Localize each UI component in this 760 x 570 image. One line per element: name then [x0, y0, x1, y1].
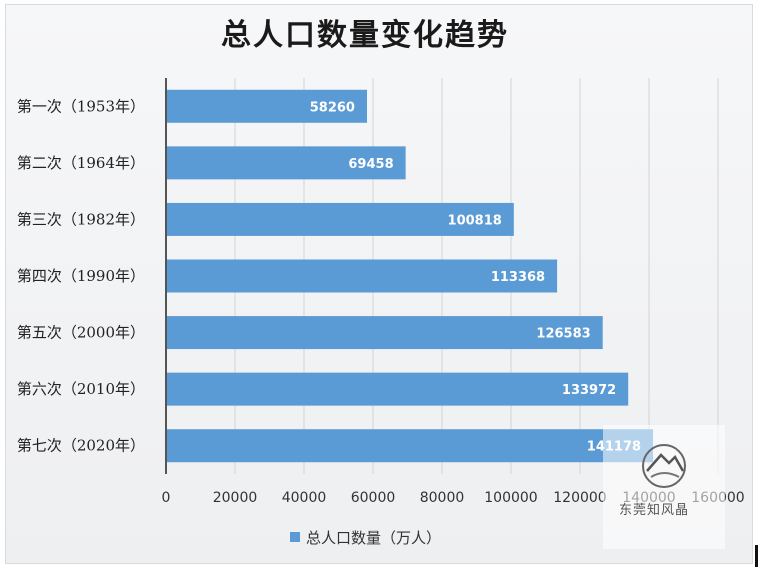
watermark-text: 东莞知风晶 [619, 503, 690, 518]
bar-value-label: 69458 [348, 157, 393, 172]
category-label: 第七次（2020年） [17, 437, 145, 455]
bar-value-label: 126583 [536, 327, 590, 342]
bar-value-label: 133972 [562, 383, 616, 398]
watermark-logo-icon [642, 444, 686, 488]
bar [166, 89, 367, 123]
legend-swatch [290, 532, 300, 542]
bar [166, 429, 654, 463]
legend-label: 总人口数量（万人） [306, 528, 442, 547]
watermark: 东莞知风晶 [603, 425, 725, 549]
category-label: 第三次（1982年） [17, 210, 145, 228]
x-tick-label: 80000 [420, 490, 465, 506]
bar [166, 372, 629, 406]
x-tick-label: 20000 [213, 490, 258, 506]
edge-mark [755, 545, 758, 567]
chart-title: 总人口数量变化趋势 [221, 18, 509, 53]
bar-value-label: 113368 [491, 270, 545, 285]
chart-legend: 总人口数量（万人） [290, 524, 441, 550]
x-tick-label: 120000 [553, 490, 606, 506]
x-tick-label: 100000 [484, 490, 537, 506]
x-tick-label: 40000 [282, 490, 327, 506]
bar [166, 202, 514, 236]
category-label: 第六次（2010年） [17, 380, 145, 398]
category-label: 第四次（1990年） [17, 267, 145, 285]
x-tick-label: 0 [162, 490, 171, 506]
x-tick-label: 60000 [351, 490, 396, 506]
category-label: 第二次（1964年） [17, 154, 145, 172]
category-label: 第一次（1953年） [17, 97, 145, 115]
category-label: 第五次（2000年） [17, 324, 145, 342]
bar-value-label: 58260 [310, 100, 355, 115]
bar [166, 259, 558, 293]
bar [166, 146, 406, 180]
bar-value-label: 100818 [448, 213, 502, 228]
bar [166, 316, 603, 350]
